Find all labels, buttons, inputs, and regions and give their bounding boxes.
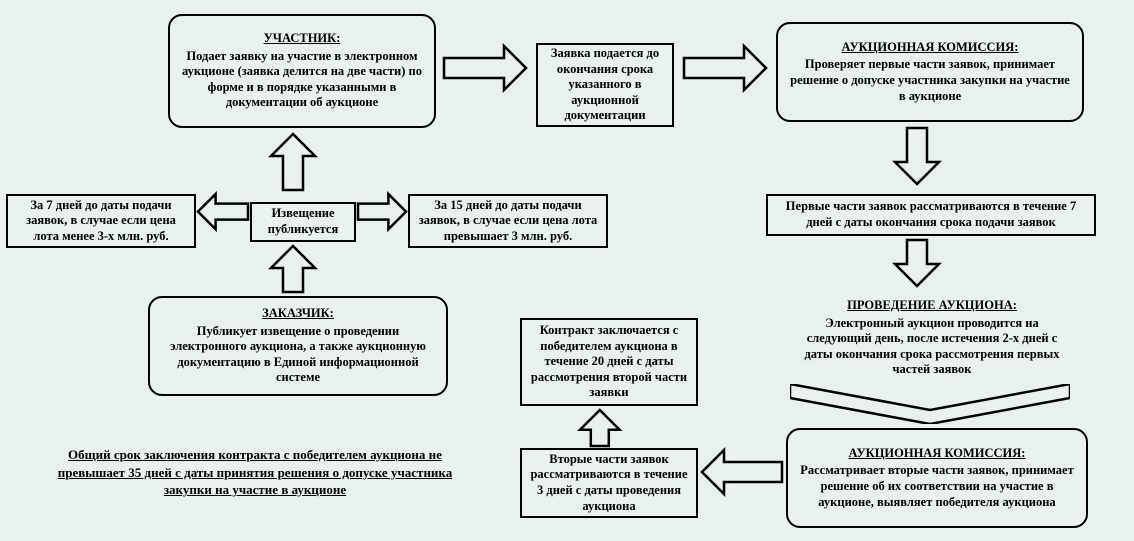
box-vtorye: Вторые части заявок рассматриваются в те… [520,448,698,518]
box-zayavka: Заявка подается до окончания срока указа… [536,43,674,127]
box-komissiya1: АУКЦИОННАЯ КОМИССИЯ:Проверяет первые час… [776,22,1084,122]
box-izveshenie-body: Извещение публикуется [260,206,346,237]
arrow-a11 [790,384,1070,424]
box-srok7: За 7 дней до даты подачи заявок, в случа… [6,194,196,248]
box-kontrakt-body: Контракт заключается с победителем аукци… [530,323,688,401]
arrow-a2 [681,43,769,93]
box-provedenie: ПРОВЕДЕНИЕ АУКЦИОНА: Электронный аукцион … [784,292,1080,384]
arrow-a3 [892,125,942,187]
box-komissiya2-title: АУКЦИОННАЯ КОМИССИЯ: [796,446,1078,462]
box-komissiya1-title: АУКЦИОННАЯ КОМИССИЯ: [786,40,1074,56]
box-provedenie-title: ПРОВЕДЕНИЕ АУКЦИОНА: [792,298,1072,314]
box-vtorye-body: Вторые части заявок рассматриваются в те… [530,452,688,515]
box-zakazchik-body: Публикует извещение о проведении электро… [158,324,438,387]
arrow-a5 [268,131,318,193]
box-komissiya2: АУКЦИОННАЯ КОМИССИЯ:Рассматривает вторые… [786,428,1088,528]
box-zayavka-body: Заявка подается до окончания срока указа… [546,46,664,124]
box-komissiya2-body: Рассматривает вторые части заявок, прини… [796,463,1078,510]
box-pervye: Первые части заявок рассматриваются в те… [766,194,1096,236]
arrow-a8 [268,243,318,295]
box-komissiya1-body: Проверяет первые части заявок, принимает… [786,57,1074,104]
arrow-a7 [355,191,409,232]
arrow-a1 [441,43,529,93]
box-zakazchik-title: ЗАКАЗЧИК: [158,306,438,322]
box-izveshenie: Извещение публикуется [250,202,356,242]
arrow-a10 [699,447,785,497]
arrow-a4 [892,237,942,289]
box-pervye-body: Первые части заявок рассматриваются в те… [776,199,1086,230]
arrow-a6 [195,191,251,232]
box-uchastnik: УЧАСТНИК: Подает заявку на участие в элек… [168,14,436,128]
box-srok15-body: За 15 дней до даты подачи заявок, в случ… [418,198,598,245]
box-uchastnik-body: Подает заявку на участие в электронном а… [178,49,426,112]
box-zakazchik: ЗАКАЗЧИК: Публикует извещение о проведени… [148,296,448,396]
footnote: Общий срок заключения контракта с победи… [40,446,470,499]
box-uchastnik-title: УЧАСТНИК: [178,31,426,47]
box-srok7-body: За 7 дней до даты подачи заявок, в случа… [16,198,186,245]
box-srok15: За 15 дней до даты подачи заявок, в случ… [408,194,608,248]
arrow-a9 [577,407,623,449]
box-provedenie-body: Электронный аукцион проводится на следую… [792,316,1072,379]
box-kontrakt: Контракт заключается с победителем аукци… [520,318,698,406]
